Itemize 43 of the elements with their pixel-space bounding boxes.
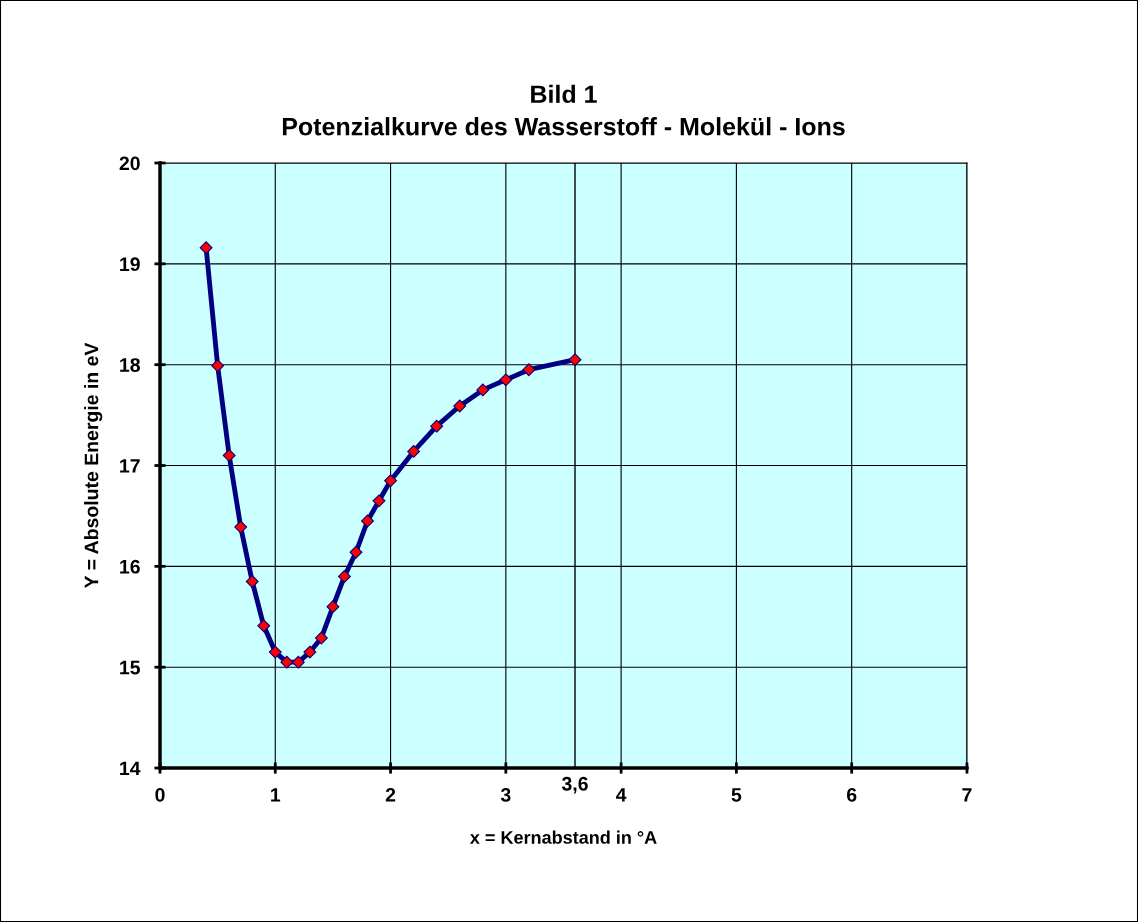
y-tick-label: 14 (120, 761, 141, 776)
point (291, 655, 305, 669)
point (326, 600, 340, 614)
x-tick-label: 5 (731, 788, 742, 802)
point (384, 474, 398, 488)
y-tick-label: 16 (120, 559, 140, 574)
point (430, 419, 444, 433)
x-axis-title: x = Kernabstand in °A (469, 830, 657, 844)
point (499, 373, 513, 387)
point (257, 619, 271, 633)
point (268, 645, 282, 659)
point (314, 631, 328, 645)
y-tick-label: 17 (120, 459, 140, 473)
point (222, 448, 236, 462)
ref-line-label: 3,6 (561, 776, 588, 794)
chart-title: Bild 1 Potenzialkurve des Wasserstoff - Molekül - Ions (282, 84, 845, 136)
y-tick-label: 15 (120, 660, 141, 675)
point (280, 655, 294, 669)
x-tick-label: 3 (500, 787, 511, 802)
x-tick-label: 7 (962, 788, 972, 802)
y-tick-label: 20 (119, 156, 140, 171)
point (361, 514, 374, 528)
point (568, 353, 582, 367)
x-tick-label: 0 (155, 787, 165, 802)
x-tick-label: 1 (271, 788, 281, 802)
x-tick-label: 6 (846, 787, 857, 802)
point (245, 575, 259, 588)
point (407, 444, 421, 458)
point (338, 569, 351, 583)
x-tick-label: 4 (616, 788, 627, 802)
y-tick-label: 19 (120, 257, 140, 272)
point (453, 399, 467, 413)
point (372, 494, 386, 508)
point (522, 363, 536, 377)
y-tick-label: 18 (120, 358, 140, 372)
point (234, 520, 248, 534)
y-axis-title: Y = Absolute Energie in eV (84, 342, 103, 589)
x-tick-label: 2 (385, 787, 396, 802)
point (303, 645, 317, 659)
point (349, 545, 363, 559)
point (476, 383, 490, 397)
point (211, 359, 225, 373)
point (199, 241, 213, 255)
